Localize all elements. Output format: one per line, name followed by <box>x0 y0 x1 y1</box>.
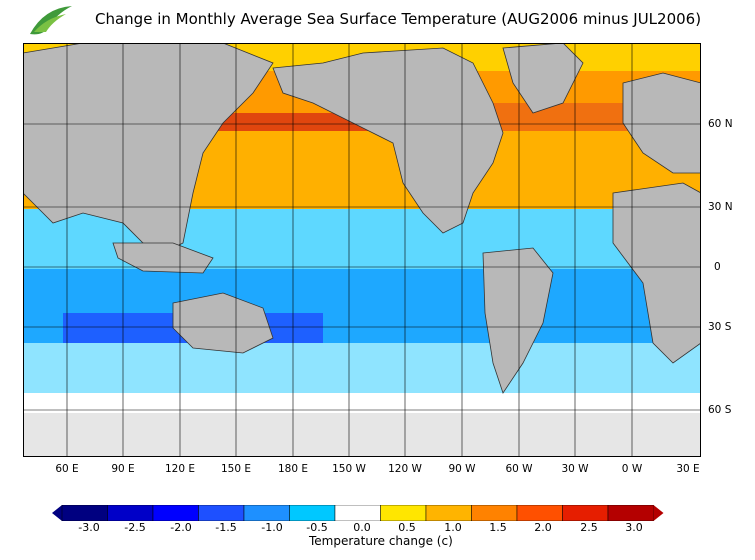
colorbar-arrow-high <box>653 505 664 521</box>
land-africa <box>612 182 701 364</box>
colorbar-tick: 2.0 <box>534 521 552 534</box>
colorbar-tick: -0.5 <box>306 521 328 534</box>
hko-logo <box>30 6 72 35</box>
x-label-90e: 90 E <box>111 463 135 475</box>
colorbar-tick: 3.0 <box>625 521 643 534</box>
colorbar-title: Temperature change (c) <box>309 534 453 548</box>
colorbar-cell <box>380 505 427 521</box>
colorbar-cell <box>471 505 518 521</box>
land-maritime-continent <box>112 242 214 274</box>
colorbar-tick: -1.0 <box>261 521 283 534</box>
colorbar-cell <box>61 505 108 521</box>
grid-lines <box>23 43 701 457</box>
colorbar-cell <box>198 505 245 521</box>
colorbar-tick: 0.5 <box>398 521 416 534</box>
map-title: Change in Monthly Average Sea Surface Te… <box>95 10 702 28</box>
colorbar-tick: -2.5 <box>124 521 146 534</box>
x-label-120w: 120 W <box>388 463 422 475</box>
x-label-150e: 150 E <box>220 463 252 475</box>
map-frame <box>23 43 701 457</box>
sst-change-map <box>23 43 701 457</box>
x-label-0w: 0 W <box>621 463 643 475</box>
colorbar-cell <box>289 505 336 521</box>
x-label-60w: 60 W <box>505 463 533 475</box>
colorbar-arrow-low <box>52 505 62 521</box>
y-label-60s: 60 S <box>708 404 732 416</box>
colorbar-tick: 2.5 <box>580 521 598 534</box>
x-label-120e: 120 E <box>164 463 196 475</box>
colorbar-tick: -2.0 <box>170 521 192 534</box>
colorbar-cell <box>562 505 609 521</box>
colorbar-cell <box>607 505 654 521</box>
colorbar-cell <box>516 505 563 521</box>
y-label-30s: 30 S <box>708 321 732 333</box>
colorbar-cell <box>425 505 472 521</box>
land-north-america <box>272 47 504 234</box>
land-eurasia <box>23 43 274 254</box>
y-label-60n: 60 N <box>708 118 733 130</box>
colorbar-tick: 1.5 <box>489 521 507 534</box>
colorbar-cell <box>334 505 381 521</box>
antarctic-sea-ice <box>23 413 701 457</box>
logo-leaf-light <box>34 14 66 32</box>
colorbar-cell <box>107 505 154 521</box>
southern-ocean-band <box>23 343 701 393</box>
colorbar-cell <box>243 505 290 521</box>
x-label-180e: 180 E <box>277 463 309 475</box>
y-label-equator: 0 <box>714 261 721 273</box>
land-europe <box>622 72 701 174</box>
x-label-150w: 150 W <box>332 463 366 475</box>
land-greenland <box>502 43 584 114</box>
x-label-60e: 60 E <box>55 463 79 475</box>
x-label-30e: 30 E <box>676 463 700 475</box>
colorbar-tick: 0.0 <box>353 521 371 534</box>
x-label-30w: 30 W <box>561 463 589 475</box>
southern-neutral-band <box>23 393 701 413</box>
land-masses <box>23 43 701 394</box>
land-south-america <box>482 247 554 394</box>
y-label-30n: 30 N <box>708 201 733 213</box>
x-label-90w: 90 W <box>448 463 476 475</box>
colorbar-tick: 1.0 <box>444 521 462 534</box>
colorbar-tick: -1.5 <box>215 521 237 534</box>
colorbar-cells <box>52 505 664 521</box>
colorbar <box>52 505 664 521</box>
land-australia <box>172 292 274 354</box>
colorbar-tick: -3.0 <box>78 521 100 534</box>
colorbar-cell <box>152 505 199 521</box>
